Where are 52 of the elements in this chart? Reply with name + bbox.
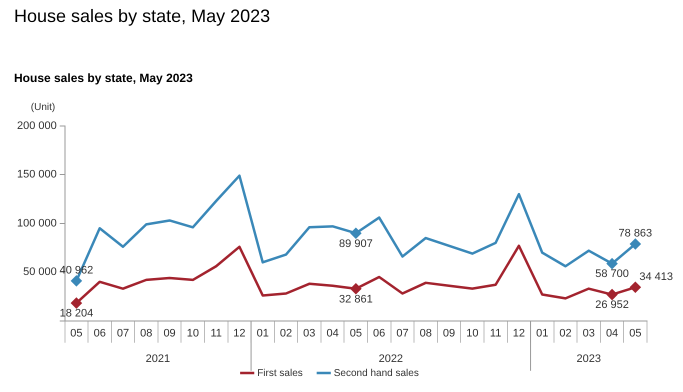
data-label: 18 204 xyxy=(60,308,94,320)
x-tick-label: 05 xyxy=(70,327,83,340)
x-tick-label: 04 xyxy=(606,327,618,340)
text: 2023 xyxy=(576,352,602,365)
point xyxy=(606,258,618,269)
point xyxy=(606,289,618,300)
x-tick-label: 02 xyxy=(559,327,572,340)
data-label: 89 907 xyxy=(339,238,373,250)
chart-title: House sales by state, May 2023 xyxy=(14,6,270,26)
x-tick-label: 08 xyxy=(420,327,432,340)
x-tick-label: 05 xyxy=(350,327,362,340)
x-tick-label: 11 xyxy=(490,327,502,340)
legend-label: First sales xyxy=(257,368,303,379)
x-tick-label: 03 xyxy=(582,327,595,340)
y-tick-label: 100 000 xyxy=(16,217,57,230)
x-tick-label: 03 xyxy=(303,327,316,340)
x-tick-label: 01 xyxy=(256,327,269,340)
data-label: 78 863 xyxy=(618,228,652,240)
x-tick-label: 10 xyxy=(186,327,199,340)
point xyxy=(630,238,641,250)
x-tick-label: 10 xyxy=(466,327,478,340)
y-axis-title: (Unit) xyxy=(30,102,56,113)
x-tick-label: 06 xyxy=(94,327,106,340)
legend-label: Second hand sales xyxy=(334,368,419,379)
x-tick-label: 04 xyxy=(326,327,339,340)
x-tick-label: 12 xyxy=(233,327,246,340)
x-tick-label: 08 xyxy=(140,327,152,340)
x-tick-label: 12 xyxy=(512,327,526,340)
point xyxy=(71,276,82,286)
y-tick-label: 150 000 xyxy=(16,168,57,181)
point xyxy=(630,282,641,293)
point xyxy=(350,284,362,294)
x-tick-label: 11 xyxy=(210,327,222,340)
x-tick-label: 07 xyxy=(396,327,409,340)
data-label: 26 952 xyxy=(595,299,629,312)
y-tick-label: 50 000 xyxy=(23,266,57,278)
point xyxy=(71,298,82,308)
data-label: 32 861 xyxy=(339,293,373,306)
data-label: 34 413 xyxy=(639,270,674,283)
x-tick-label: 09 xyxy=(442,327,456,340)
x-tick-label: 09 xyxy=(163,327,176,340)
x-tick-label: 01 xyxy=(536,327,548,340)
x-tick-label: 02 xyxy=(280,327,292,340)
chart-subtitle: House sales by state, May 2023 xyxy=(14,71,194,86)
text: 2021 xyxy=(146,352,170,365)
data-label: 58 700 xyxy=(595,268,629,280)
point xyxy=(350,228,362,238)
y-tick-label: 200 000 xyxy=(16,120,57,132)
x-tick-label: 06 xyxy=(373,327,386,340)
x-tick-label: 05 xyxy=(629,327,642,340)
x-tick-label: 07 xyxy=(116,327,130,340)
text: 2022 xyxy=(378,352,404,365)
